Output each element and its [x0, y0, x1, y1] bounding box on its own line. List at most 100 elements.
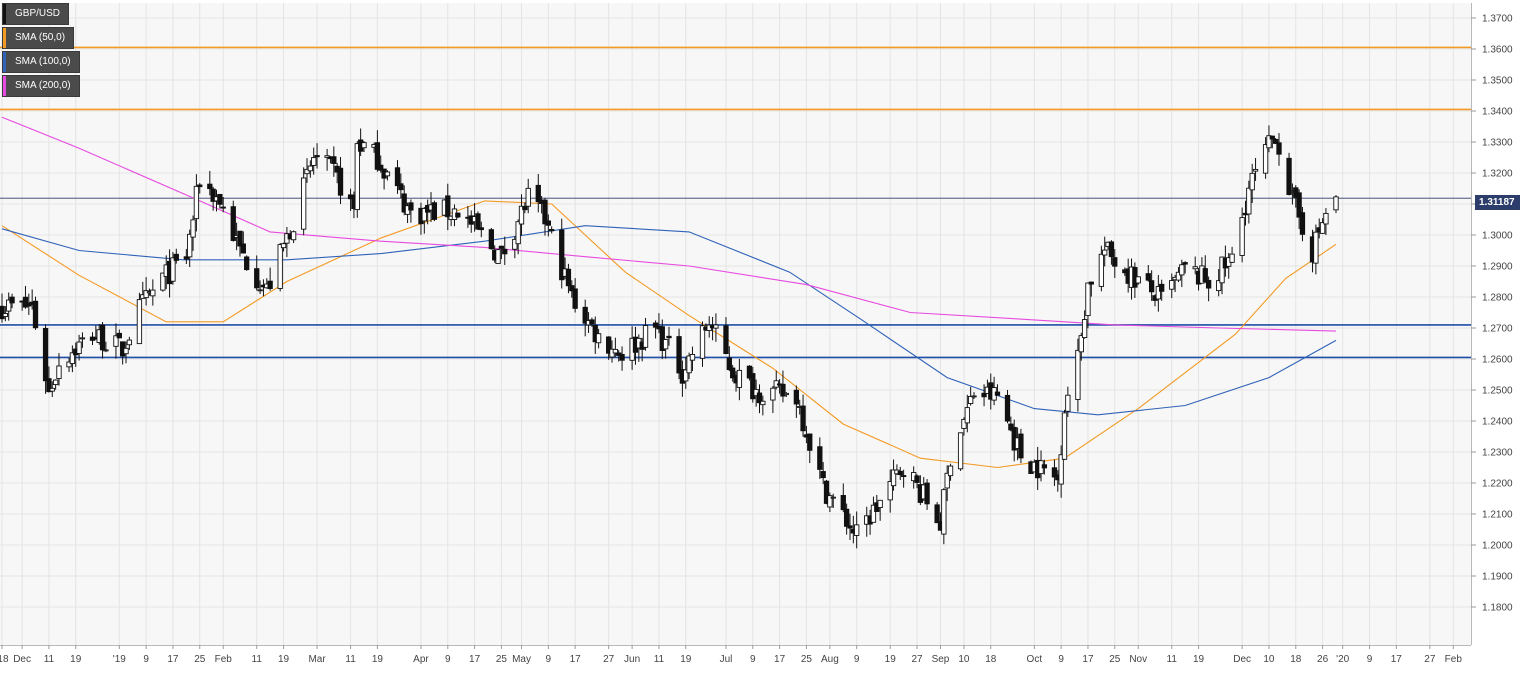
- candle-down: [542, 197, 548, 236]
- candle-up: [1135, 276, 1141, 285]
- candle-up: [193, 174, 200, 232]
- candle-body: [307, 165, 314, 172]
- candle-body: [843, 508, 850, 527]
- x-tick-label: 11: [1167, 654, 1178, 665]
- candle-body: [1202, 268, 1208, 283]
- x-tick-label: 9: [1367, 654, 1373, 665]
- candle-body: [565, 268, 572, 287]
- candle-up: [642, 317, 649, 351]
- legend-item-sma-50[interactable]: SMA (50,0): [3, 28, 74, 48]
- candle-up: [324, 148, 330, 171]
- candle-down: [582, 299, 588, 337]
- candle-up: [1323, 208, 1329, 236]
- candle-up: [103, 341, 109, 353]
- candle-body: [1219, 256, 1225, 284]
- x-tick-label: Feb: [215, 654, 233, 665]
- candle-down: [488, 227, 495, 250]
- candle-body: [361, 142, 367, 149]
- candle-down: [337, 157, 344, 205]
- candle-down: [32, 296, 39, 330]
- candle-body: [207, 183, 213, 190]
- candle-body: [726, 357, 732, 371]
- horizontal-levels: [0, 46, 1471, 359]
- legend-item-sma-200[interactable]: SMA (200,0): [3, 76, 79, 96]
- candle-body: [1148, 280, 1155, 293]
- candle-body: [280, 243, 287, 249]
- candle-body: [1102, 249, 1108, 256]
- x-tick-label: 19: [278, 654, 290, 665]
- candle-body: [957, 432, 964, 470]
- candle-body: [652, 322, 659, 328]
- candle-up: [69, 345, 76, 373]
- candle-up: [1239, 207, 1245, 263]
- x-tick-label: 25: [801, 654, 813, 665]
- candle-down: [535, 174, 541, 213]
- candle-down: [46, 366, 52, 393]
- candle-down: [1296, 189, 1302, 230]
- candle-body: [170, 257, 176, 282]
- candle-body: [0, 305, 5, 320]
- y-tick-label: 1.2300: [1482, 448, 1513, 459]
- candle-body: [981, 392, 987, 398]
- candle-down: [1159, 279, 1165, 301]
- y-tick-label: 1.2700: [1482, 324, 1513, 335]
- candle-body: [150, 289, 156, 297]
- candle-down: [183, 248, 189, 264]
- candle-down: [116, 329, 122, 339]
- x-tick-label: 11: [44, 654, 55, 665]
- candle-body: [750, 373, 756, 400]
- x-tick-label: Feb: [1445, 654, 1463, 665]
- candle-down: [220, 196, 226, 213]
- candle-down: [237, 230, 243, 257]
- candle-down: [230, 200, 236, 242]
- candle-body: [820, 471, 826, 479]
- candle-body: [290, 231, 297, 241]
- candle-up: [384, 170, 391, 181]
- candle-body: [753, 388, 759, 397]
- candle-up: [525, 178, 531, 214]
- candle-body: [1135, 276, 1141, 284]
- legend-item-gbpusd[interactable]: GBP/USD: [3, 4, 69, 24]
- candle-up: [595, 328, 602, 349]
- candle-up: [1081, 310, 1088, 339]
- legend-item-sma-100[interactable]: SMA (100,0): [3, 52, 79, 72]
- candle-down: [1004, 389, 1011, 424]
- candle-down: [1205, 276, 1212, 302]
- candle-body: [143, 290, 149, 299]
- candle-up: [113, 323, 119, 359]
- candle-down: [99, 322, 106, 359]
- candle-body: [760, 400, 766, 406]
- sma-50-line: [1, 200, 1337, 469]
- y-tick-label: 1.2800: [1482, 293, 1513, 304]
- candle-body: [478, 227, 484, 231]
- candle-body: [445, 195, 451, 218]
- candle-body: [1061, 412, 1068, 460]
- x-tick-label: 17: [167, 654, 179, 665]
- candle-up: [1058, 445, 1064, 498]
- candle-body: [780, 383, 786, 397]
- x-tick-label: '20: [1336, 654, 1349, 665]
- candle-down: [314, 143, 320, 169]
- candle-up: [49, 381, 55, 397]
- candle-body: [277, 244, 283, 289]
- candle-body: [522, 206, 528, 211]
- candle-down: [1145, 264, 1151, 282]
- candle-body: [1145, 273, 1151, 281]
- candle-up: [311, 147, 317, 175]
- candle-up: [1085, 282, 1091, 329]
- candle-down: [820, 462, 826, 485]
- candle-up: [2, 306, 9, 322]
- candle-body: [475, 213, 481, 230]
- candle-body: [686, 355, 692, 374]
- candle-down: [431, 200, 438, 222]
- candle-down: [1041, 459, 1048, 475]
- candle-down: [1273, 138, 1279, 145]
- candle-down: [780, 370, 786, 403]
- y-axis: 1.1800 1.1900 1.2000 1.2100 1.2200 1.2300 1.24…: [1471, 0, 1536, 669]
- candle-body: [1018, 433, 1024, 459]
- candle-up: [662, 338, 669, 359]
- candle-down: [807, 433, 813, 464]
- candle-body: [944, 472, 950, 489]
- x-tick-label: May: [512, 654, 531, 665]
- candle-down: [1286, 152, 1292, 196]
